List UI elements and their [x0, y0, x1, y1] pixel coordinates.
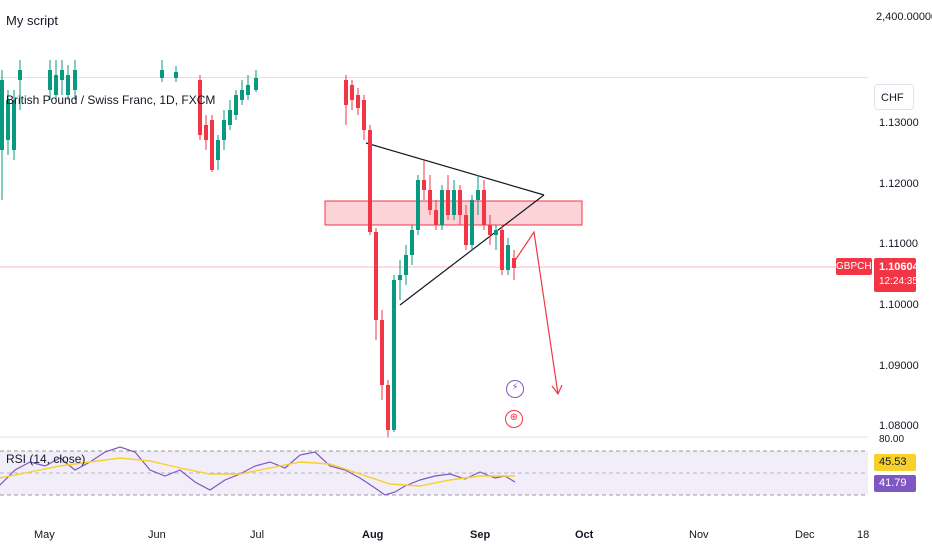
time-axis-label: Nov — [689, 529, 709, 541]
candle-body — [398, 275, 402, 280]
candle-body — [380, 320, 384, 385]
rsi-value-badge: 41.79 — [874, 475, 916, 492]
candle-body — [246, 85, 250, 95]
symbol-price-tag: GBPCHF — [836, 258, 878, 275]
candle-body — [476, 190, 480, 200]
candle-body — [428, 190, 432, 210]
candle-body — [12, 100, 16, 150]
rsi-title[interactable]: RSI (14, close) — [6, 452, 86, 466]
candle-body — [458, 190, 462, 215]
time-axis-label: May — [34, 529, 55, 541]
candle-body — [470, 200, 474, 245]
projection-arrow — [513, 230, 563, 396]
candle-body — [392, 280, 396, 430]
candle-body — [434, 210, 438, 225]
rsi-ma-value-badge: 45.53 — [874, 454, 916, 471]
candle-body — [416, 180, 420, 230]
candle-body — [386, 385, 390, 430]
price-axis-label: 1.11000 — [879, 238, 918, 250]
currency-button[interactable]: CHF — [874, 84, 914, 110]
candle-body — [18, 70, 22, 80]
bar-countdown: 12:24:35 — [879, 276, 918, 287]
candle-body — [482, 190, 486, 225]
lightning-icon[interactable]: ⚡ — [506, 380, 524, 398]
current-price-tag: 1.10604 12:24:35 — [874, 258, 919, 292]
pane-separator[interactable] — [0, 77, 868, 78]
candle-body — [506, 245, 510, 270]
candle-body — [6, 100, 10, 140]
candle-body — [48, 70, 52, 90]
price-axis-label: 1.09000 — [879, 360, 919, 372]
candle-body — [54, 75, 58, 95]
candle-body — [228, 110, 232, 125]
candle-body — [204, 125, 208, 140]
candle-body — [362, 100, 366, 130]
candle-body — [254, 78, 258, 90]
candle-body — [240, 90, 244, 100]
time-axis-label: Sep — [470, 529, 491, 541]
candle-body — [440, 190, 444, 225]
candle-body — [404, 255, 408, 275]
candle-body — [512, 258, 516, 268]
candle-body — [446, 190, 450, 215]
candle-body — [452, 190, 456, 215]
price-axis-label: 1.13000 — [879, 117, 919, 129]
candle-body — [0, 80, 4, 150]
time-axis-label: Dec — [795, 529, 815, 541]
price-axis-label: 1.10000 — [879, 299, 919, 311]
top-pane-price-label: 2,400.00000 — [876, 11, 932, 23]
candle-body — [344, 80, 348, 105]
candle-body — [60, 70, 64, 80]
calendar-flag-icon[interactable]: ⊕ — [505, 410, 523, 428]
candle-body — [216, 140, 220, 160]
time-axis-label: Oct — [575, 529, 594, 541]
candle-body — [73, 70, 77, 90]
candle-body — [410, 230, 414, 255]
time-axis-label: Jun — [148, 529, 166, 541]
time-axis-label: Aug — [362, 529, 384, 541]
candle-body — [234, 95, 238, 115]
candle-body — [488, 225, 492, 235]
script-title: My script — [6, 13, 58, 28]
candle-body — [350, 85, 354, 100]
candle-body — [464, 215, 468, 245]
candle-body — [356, 95, 360, 108]
candle-body — [374, 232, 378, 320]
candlestick-series — [0, 60, 516, 438]
candle-body — [160, 70, 164, 78]
rsi-axis-upper: 80.00 — [879, 434, 905, 445]
time-axis-label: Jul — [250, 529, 265, 541]
time-axis-label: 18 — [857, 529, 870, 541]
candle-body — [66, 75, 70, 95]
candle-body — [198, 80, 202, 135]
price-axis-label: 1.12000 — [879, 178, 919, 190]
rsi-ma-line — [0, 457, 515, 487]
candle-body — [174, 72, 178, 78]
candle-body — [368, 130, 372, 232]
symbol-title[interactable]: British Pound / Swiss Franc, 1D, FXCM — [6, 93, 216, 107]
current-price: 1.10604 — [879, 261, 919, 273]
candle-body — [222, 120, 226, 140]
candle-body — [422, 180, 426, 190]
candle-body — [500, 230, 504, 270]
candle-body — [494, 230, 498, 235]
price-axis-label: 1.08000 — [879, 420, 919, 432]
candle-body — [210, 120, 214, 170]
